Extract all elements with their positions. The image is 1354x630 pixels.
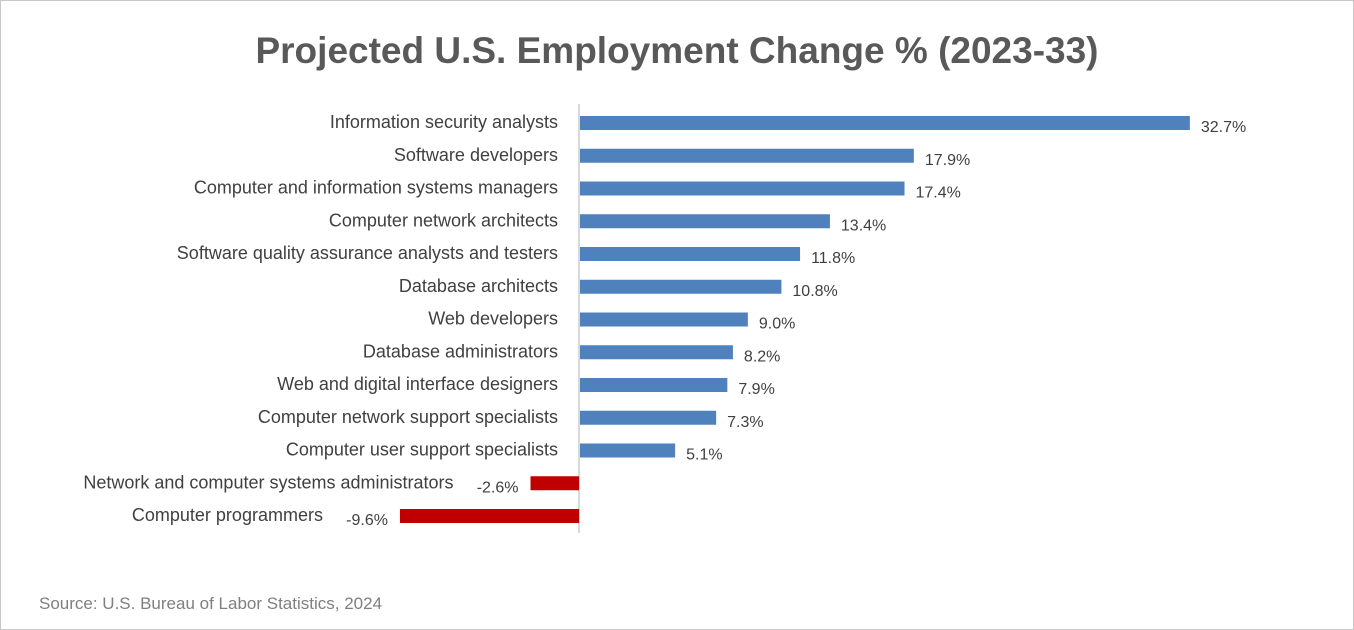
data-label: 9.0% — [759, 316, 795, 333]
category-label: Computer network support specialists — [258, 407, 558, 427]
data-label: -9.6% — [346, 512, 388, 529]
category-label: Network and computer systems administrat… — [83, 472, 453, 492]
category-label: Computer and information systems manager… — [194, 178, 558, 198]
data-label: 7.3% — [727, 414, 763, 431]
category-label: Computer user support specialists — [286, 440, 558, 460]
data-label: 5.1% — [686, 447, 722, 464]
data-label: 17.4% — [916, 185, 961, 202]
bar — [580, 345, 733, 360]
category-label: Database architects — [399, 276, 558, 296]
category-label: Computer network architects — [329, 210, 558, 230]
bar — [580, 312, 748, 327]
data-label: 10.8% — [792, 283, 837, 300]
bar — [399, 509, 579, 523]
bar — [580, 181, 905, 196]
bar — [580, 214, 830, 229]
data-label: 11.8% — [811, 250, 855, 267]
chart-title: Projected U.S. Employment Change % (2023… — [255, 30, 1098, 71]
data-label: 32.7% — [1201, 119, 1246, 136]
data-label: 8.2% — [744, 348, 780, 365]
data-label: 17.9% — [925, 152, 970, 169]
bar — [580, 443, 676, 458]
category-label: Computer programmers — [132, 505, 323, 525]
category-label: Information security analysts — [330, 112, 558, 132]
data-label: 13.4% — [841, 217, 886, 234]
bar — [530, 476, 579, 491]
bar — [580, 116, 1190, 130]
category-label: Web and digital interface designers — [277, 374, 558, 394]
bar — [580, 148, 914, 163]
bar — [580, 247, 801, 261]
category-label: Software developers — [394, 145, 558, 165]
bar — [580, 410, 717, 425]
category-label: Software quality assurance analysts and … — [177, 243, 558, 263]
bar — [580, 279, 782, 294]
data-label: 7.9% — [738, 381, 774, 398]
chart-source: Source: U.S. Bureau of Labor Statistics,… — [39, 594, 382, 613]
bar — [580, 378, 728, 392]
category-label: Database administrators — [363, 341, 558, 361]
data-label: -2.6% — [477, 479, 519, 496]
category-label: Web developers — [428, 309, 558, 329]
